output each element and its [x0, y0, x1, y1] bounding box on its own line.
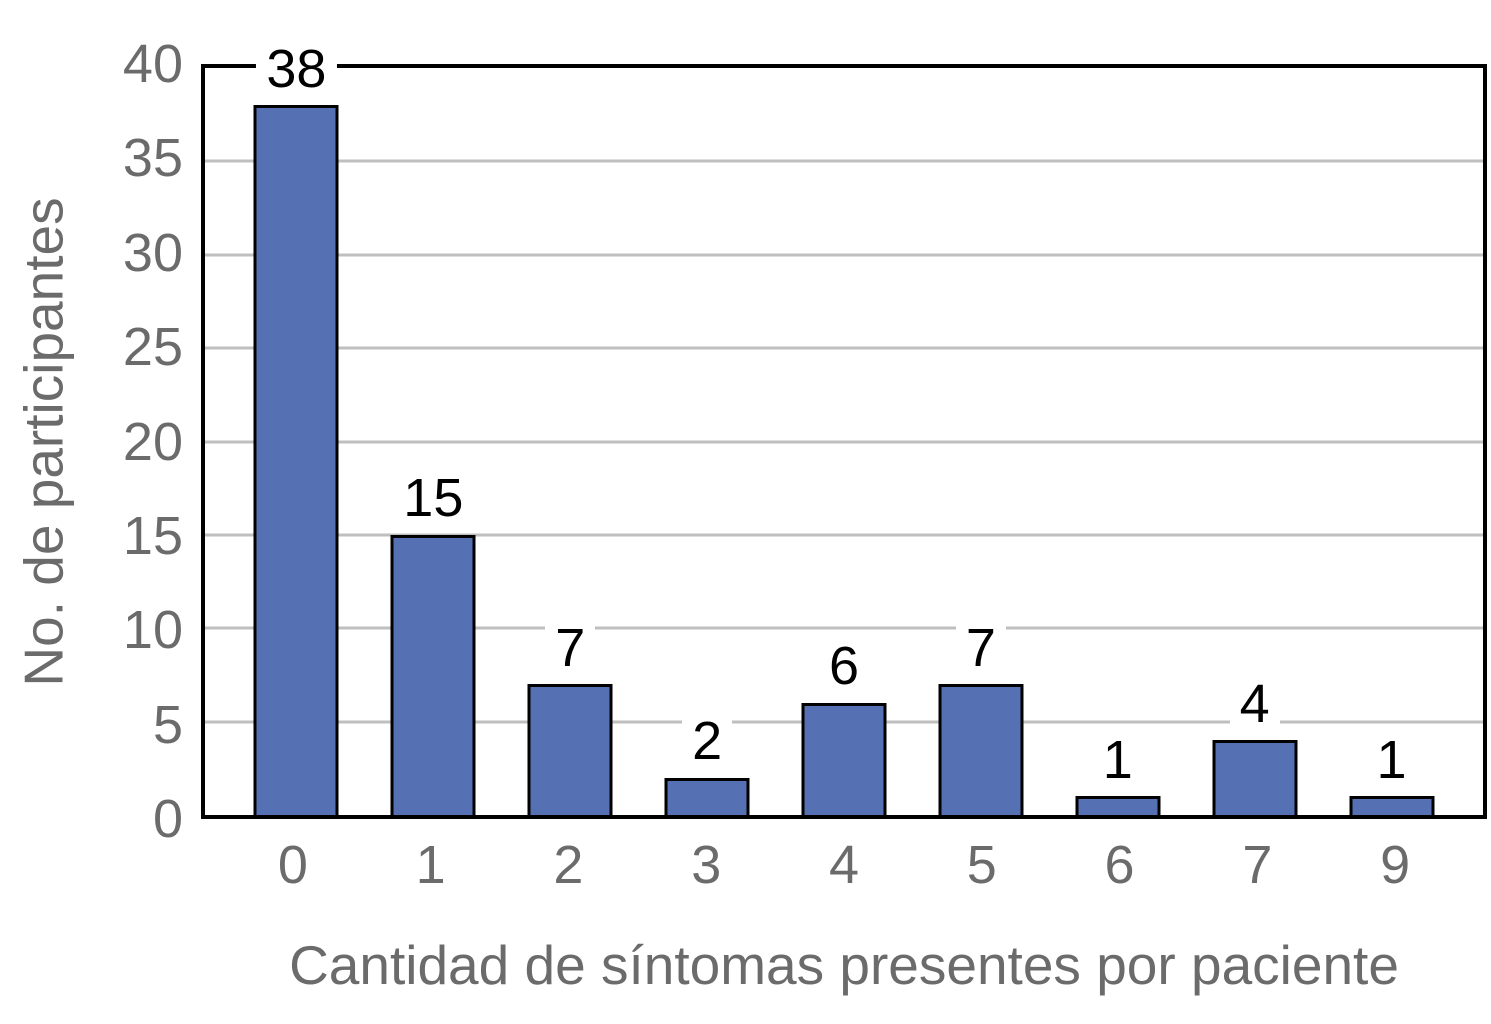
x-axis-tick-labels: 0 1 2 3 4 5 6 7 9	[201, 838, 1487, 892]
x-tick-label-1: 1	[415, 835, 446, 895]
y-tick-label-5: 5	[152, 694, 183, 755]
gridline-y-15	[205, 533, 1483, 537]
x-tick-label-4: 4	[828, 835, 860, 895]
data-label-7: 4	[1229, 675, 1280, 733]
data-label-4: 6	[818, 638, 870, 695]
x-tick-label-3: 3	[691, 835, 722, 895]
bar-7	[1212, 740, 1298, 815]
y-tick-label-40: 40	[122, 34, 183, 94]
y-tick-label-10: 10	[122, 600, 183, 661]
data-label-9: 1	[1366, 731, 1417, 789]
x-axis-title: Cantidad de síntomas presentes por pacie…	[289, 934, 1399, 996]
bar-4	[801, 702, 887, 815]
bar-slot-7: 4	[1186, 68, 1323, 815]
data-label-1: 15	[393, 470, 474, 527]
data-label-6: 1	[1092, 731, 1143, 789]
y-tick-label-0: 0	[152, 789, 183, 849]
x-tick-label-2: 2	[553, 835, 584, 895]
data-label-3: 2	[682, 713, 733, 770]
bar-slot-2: 7	[502, 68, 639, 815]
y-tick-label-30: 30	[122, 222, 183, 283]
y-tick-label-35: 35	[122, 128, 183, 189]
x-tick-label-9: 9	[1380, 835, 1411, 895]
gridline-y-20	[205, 440, 1483, 443]
y-axis-tick-labels: 0 5 10 15 20 25 30 35 40	[0, 37, 183, 846]
y-tick-label-15: 15	[122, 505, 183, 566]
bar-slot-4: 6	[776, 68, 913, 815]
bar-6	[1075, 796, 1161, 815]
gridline-y-10	[205, 626, 1483, 630]
y-tick-label-20: 20	[122, 411, 183, 472]
bar-3	[664, 777, 750, 815]
bar-9	[1349, 796, 1435, 815]
x-tick-label-7: 7	[1242, 835, 1273, 895]
gridline-y-35	[205, 159, 1483, 163]
plot-area: 38 15 7 2 6 7 1 4 1	[201, 40, 1487, 819]
x-tick-label-0: 0	[277, 835, 308, 895]
bar-slot-5: 7	[912, 68, 1049, 815]
bar-0	[253, 105, 339, 815]
gridline-y-25	[205, 346, 1483, 350]
bar-1	[390, 534, 476, 815]
gridline-y-30	[205, 253, 1483, 257]
data-label-2: 7	[545, 619, 596, 677]
data-label-5: 7	[955, 619, 1006, 677]
bar-slot-9: 1	[1323, 68, 1460, 815]
x-tick-label-6: 6	[1104, 835, 1135, 895]
bar-5	[938, 684, 1024, 815]
bar-slot-3: 2	[639, 68, 776, 815]
bars-layer: 38 15 7 2 6 7 1 4 1	[205, 40, 1483, 815]
y-tick-label-25: 25	[122, 317, 183, 378]
bar-slot-6: 1	[1049, 68, 1186, 815]
bar-slot-0: 38	[228, 40, 365, 815]
x-tick-label-5: 5	[966, 835, 997, 895]
bar-2	[527, 684, 613, 815]
data-label-0: 38	[256, 40, 337, 98]
bar-slot-1: 15	[365, 68, 502, 815]
